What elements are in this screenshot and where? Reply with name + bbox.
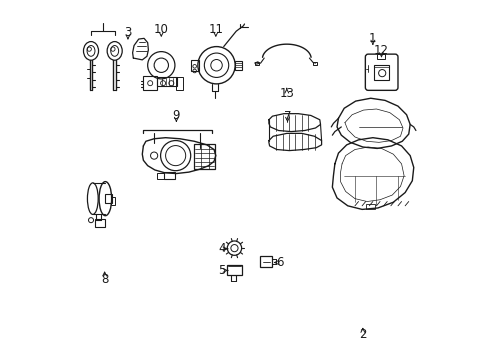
Bar — [235, 60, 242, 69]
Bar — [194, 144, 215, 168]
Bar — [190, 60, 198, 71]
Bar — [227, 265, 241, 275]
Text: 4: 4 — [218, 242, 225, 255]
Text: 7: 7 — [283, 110, 291, 123]
Bar — [365, 204, 374, 210]
Text: 1: 1 — [368, 32, 376, 45]
Bar — [176, 77, 183, 90]
Text: 9: 9 — [172, 109, 180, 122]
Bar — [157, 77, 176, 86]
Bar — [373, 65, 388, 80]
Text: 12: 12 — [373, 44, 388, 57]
Bar — [94, 220, 104, 227]
Bar — [312, 62, 317, 65]
Text: 2: 2 — [358, 328, 366, 341]
Bar — [254, 62, 258, 65]
Bar — [104, 194, 112, 203]
Bar — [156, 173, 163, 179]
Bar — [143, 76, 157, 90]
Text: 8: 8 — [101, 273, 108, 286]
Text: 13: 13 — [279, 87, 294, 100]
Bar — [376, 54, 384, 59]
Bar — [259, 256, 271, 267]
Text: 10: 10 — [154, 23, 168, 36]
Bar — [163, 172, 174, 179]
Text: 3: 3 — [124, 27, 131, 40]
Text: 11: 11 — [208, 23, 223, 36]
Text: 6: 6 — [276, 256, 284, 269]
Bar — [110, 197, 115, 205]
Text: 5: 5 — [218, 264, 225, 277]
